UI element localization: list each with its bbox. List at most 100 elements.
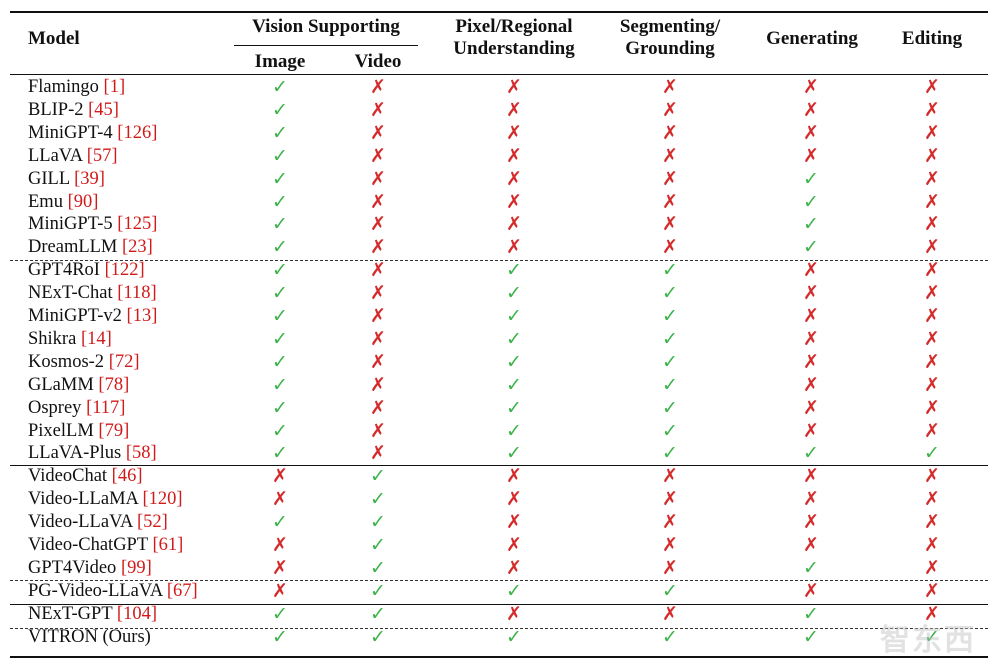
model-label: MiniGPT-4 <box>28 122 113 143</box>
model-reference: [117] <box>86 397 126 418</box>
check-icon: ✓ <box>506 373 522 396</box>
check-icon: ✓ <box>803 602 819 625</box>
cross-icon: ✗ <box>662 236 678 259</box>
model-label: Emu <box>28 191 63 212</box>
vision-supporting-rule <box>234 45 418 46</box>
model-label: Kosmos-2 <box>28 351 105 372</box>
model-reference: [126] <box>117 122 158 143</box>
cross-icon: ✗ <box>506 602 522 625</box>
model-name: MiniGPT-4 [126] <box>28 122 157 145</box>
check-icon: ✓ <box>803 213 819 236</box>
cross-icon: ✗ <box>370 327 386 350</box>
model-label: MiniGPT-5 <box>28 214 113 235</box>
cross-icon: ✗ <box>662 98 678 121</box>
model-name: MiniGPT-5 [125] <box>28 213 157 236</box>
cross-icon: ✗ <box>370 121 386 144</box>
check-icon: ✓ <box>272 282 288 305</box>
cross-icon: ✗ <box>370 282 386 305</box>
check-icon: ✓ <box>272 144 288 167</box>
cross-icon: ✗ <box>924 465 940 488</box>
separator-solid-2 <box>10 604 988 605</box>
table-row: MiniGPT-5 [125] ✓ ✗ ✗ ✗ ✓ ✗ <box>0 213 1000 236</box>
model-name: GPT4RoI [122] <box>28 259 145 282</box>
check-icon: ✓ <box>506 579 522 602</box>
check-icon: ✓ <box>272 419 288 442</box>
separator-dashed-3 <box>10 628 988 629</box>
cross-icon: ✗ <box>370 419 386 442</box>
check-icon: ✓ <box>272 602 288 625</box>
model-name: Osprey [117] <box>28 397 125 420</box>
cross-icon: ✗ <box>662 76 678 98</box>
cross-icon: ✗ <box>662 488 678 511</box>
model-reference: [125] <box>117 214 158 235</box>
separator-dashed-1 <box>10 260 988 261</box>
cross-icon: ✗ <box>803 373 819 396</box>
model-label: GILL <box>28 168 70 189</box>
bottom-rule <box>10 656 988 658</box>
cross-icon: ✗ <box>370 259 386 282</box>
check-icon: ✓ <box>924 442 940 465</box>
check-icon: ✓ <box>662 305 678 327</box>
check-icon: ✓ <box>272 373 288 396</box>
header-pixel-line1: Pixel/Regional <box>455 16 573 37</box>
check-icon: ✓ <box>272 511 288 534</box>
check-icon: ✓ <box>662 396 678 419</box>
check-icon: ✓ <box>803 190 819 213</box>
model-label: DreamLLM <box>28 237 118 258</box>
model-label: Flamingo <box>28 77 99 97</box>
model-label: NExT-GPT <box>28 603 113 624</box>
cross-icon: ✗ <box>370 144 386 167</box>
table-row: GPT4Video [99] ✗ ✓ ✗ ✗ ✓ ✗ <box>0 557 1000 580</box>
cross-icon: ✗ <box>924 579 940 602</box>
cross-icon: ✗ <box>924 488 940 511</box>
cross-icon: ✗ <box>506 190 522 213</box>
model-label: GLaMM <box>28 374 94 395</box>
model-name: GILL [39] <box>28 168 105 191</box>
check-icon: ✓ <box>370 465 386 488</box>
cross-icon: ✗ <box>662 602 678 625</box>
check-icon: ✓ <box>506 327 522 350</box>
table-row: Shikra [14] ✓ ✗ ✓ ✓ ✗ ✗ <box>0 328 1000 351</box>
check-icon: ✓ <box>370 488 386 511</box>
table-row: BLIP-2 [45] ✓ ✗ ✗ ✗ ✗ ✗ <box>0 99 1000 122</box>
model-name: VideoChat [46] <box>28 465 143 488</box>
separator-dashed-2 <box>10 580 988 581</box>
model-reference: [90] <box>67 191 99 212</box>
cross-icon: ✗ <box>803 282 819 305</box>
cross-icon: ✗ <box>370 98 386 121</box>
check-icon: ✓ <box>370 625 386 648</box>
cross-icon: ✗ <box>803 144 819 167</box>
cross-icon: ✗ <box>803 327 819 350</box>
model-reference: [99] <box>120 557 152 578</box>
cross-icon: ✗ <box>272 488 288 511</box>
cross-icon: ✗ <box>924 534 940 556</box>
cross-icon: ✗ <box>662 213 678 236</box>
model-label: VITRON <box>28 626 98 647</box>
cross-icon: ✗ <box>370 396 386 419</box>
header-image: Image <box>254 51 306 72</box>
cross-icon: ✗ <box>924 98 940 121</box>
model-label: PG-Video-LLaVA <box>28 580 163 601</box>
header-video: Video <box>354 51 402 72</box>
cross-icon: ✗ <box>662 556 678 579</box>
cross-icon: ✗ <box>662 121 678 144</box>
table-row: GILL [39] ✓ ✗ ✗ ✗ ✓ ✗ <box>0 168 1000 191</box>
model-label: Shikra <box>28 328 77 349</box>
cross-icon: ✗ <box>370 350 386 373</box>
model-name: Emu [90] <box>28 191 98 214</box>
cross-icon: ✗ <box>803 98 819 121</box>
cross-icon: ✗ <box>506 121 522 144</box>
cross-icon: ✗ <box>924 236 940 259</box>
cross-icon: ✗ <box>506 556 522 579</box>
cross-icon: ✗ <box>924 373 940 396</box>
check-icon: ✓ <box>506 350 522 373</box>
cross-icon: ✗ <box>272 579 288 602</box>
check-icon: ✓ <box>272 190 288 213</box>
cross-icon: ✗ <box>924 213 940 236</box>
model-label: MiniGPT-v2 <box>28 306 122 326</box>
table-row: PixelLM [79] ✓ ✗ ✓ ✓ ✗ ✗ <box>0 420 1000 443</box>
check-icon: ✓ <box>272 213 288 236</box>
table-row: VITRON (Ours) ✓ ✓ ✓ ✓ ✓ ✓ <box>0 626 1000 649</box>
model-reference: [45] <box>88 99 119 120</box>
model-name: Kosmos-2 [72] <box>28 351 140 374</box>
